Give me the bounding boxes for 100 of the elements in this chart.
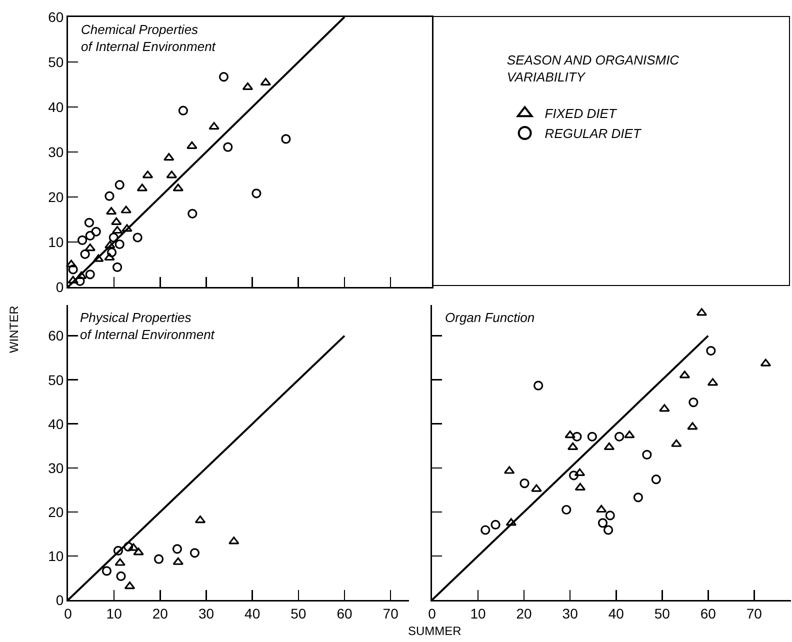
x-tick-label: 50	[654, 605, 670, 622]
point	[85, 230, 95, 240]
point	[114, 180, 124, 190]
legend-label: REGULAR DIET	[544, 126, 642, 142]
point	[120, 206, 132, 214]
point	[564, 430, 576, 438]
point	[490, 520, 500, 530]
x-tick-label: 40	[244, 605, 260, 622]
point	[223, 142, 233, 152]
point	[112, 226, 123, 234]
point	[480, 525, 490, 535]
legend-label: FIXED DIET	[544, 106, 618, 122]
y-tick-label: 0	[56, 278, 64, 295]
y-tick-label: 30	[48, 144, 64, 160]
point	[77, 235, 88, 245]
point	[128, 543, 139, 551]
point	[605, 510, 615, 520]
point	[154, 554, 164, 564]
y-tick-label: 0	[56, 592, 64, 608]
point	[104, 191, 114, 201]
y-tick-label: 30	[48, 460, 64, 476]
x-tick-label: 20	[152, 605, 168, 622]
x-tick-label: 10	[470, 605, 486, 622]
point	[190, 548, 200, 558]
y-tick-label: 10	[48, 548, 64, 564]
y-tick-label: 40	[48, 98, 64, 115]
y-axis-title: WINTER	[6, 305, 21, 354]
point	[124, 542, 134, 552]
point	[85, 270, 95, 280]
point	[84, 218, 94, 228]
point	[75, 276, 85, 286]
x-tick-label: 30	[198, 605, 214, 622]
x-tick-label: 20	[516, 605, 532, 622]
point	[603, 525, 614, 535]
x-tick-label: 70	[382, 605, 399, 622]
point	[562, 504, 572, 515]
x-tick-label: 40	[608, 605, 624, 622]
point	[531, 484, 542, 492]
point	[624, 430, 635, 438]
x-tick-label: 0	[428, 605, 436, 622]
point	[604, 442, 615, 450]
point	[520, 478, 530, 488]
point	[598, 518, 608, 528]
point	[633, 492, 643, 502]
point	[252, 188, 262, 198]
point	[68, 264, 78, 274]
point	[80, 249, 90, 259]
point	[218, 72, 229, 82]
point	[568, 470, 579, 480]
x-axis-title: SUMMER	[408, 624, 462, 638]
y-tick-label: 40	[48, 416, 64, 432]
y-tick-label: 20	[48, 504, 64, 520]
y-tick-label: 20	[48, 188, 64, 205]
point	[574, 482, 586, 491]
point	[104, 252, 115, 261]
point	[572, 432, 582, 442]
point	[567, 442, 578, 450]
point	[114, 239, 124, 250]
y-tick-label: 60	[48, 8, 64, 25]
point	[188, 208, 198, 218]
point	[587, 432, 597, 442]
point	[281, 134, 291, 144]
point	[112, 262, 122, 272]
x-tick-label: 10	[106, 605, 122, 622]
point	[534, 380, 544, 390]
point	[102, 566, 112, 576]
point	[172, 544, 182, 554]
point	[642, 450, 652, 460]
text: Physical Properties of Internal Environment	[80, 310, 216, 342]
point	[122, 224, 132, 232]
point	[178, 106, 188, 116]
point	[106, 248, 117, 258]
point	[68, 276, 78, 284]
x-tick-label: 60	[700, 605, 716, 622]
y-tick-label: 10	[48, 234, 64, 250]
y-tick-label: 60	[48, 328, 64, 344]
y-tick-label: 50	[48, 54, 64, 70]
x-tick-label: 60	[336, 605, 352, 622]
x-tick-label: 30	[562, 605, 578, 622]
point	[659, 404, 670, 412]
point	[596, 504, 607, 513]
point	[614, 432, 624, 442]
text: Chemical Properties of Internal Environment	[81, 22, 217, 54]
point	[108, 232, 118, 242]
point	[706, 346, 716, 356]
point	[651, 474, 661, 484]
x-tick-label: 50	[290, 605, 306, 622]
y-tick-label: 50	[48, 372, 64, 388]
point	[208, 122, 220, 130]
point	[688, 398, 698, 408]
point	[133, 548, 144, 556]
point	[91, 226, 101, 236]
legend-title: SEASON AND ORGANISMIC VARIABILITY	[506, 52, 680, 84]
point	[687, 422, 698, 430]
x-tick-label: 70	[746, 605, 762, 622]
point	[132, 232, 142, 242]
point	[104, 240, 116, 248]
point	[113, 546, 124, 556]
point	[114, 558, 126, 566]
chart-title: Organ Function	[445, 310, 535, 325]
